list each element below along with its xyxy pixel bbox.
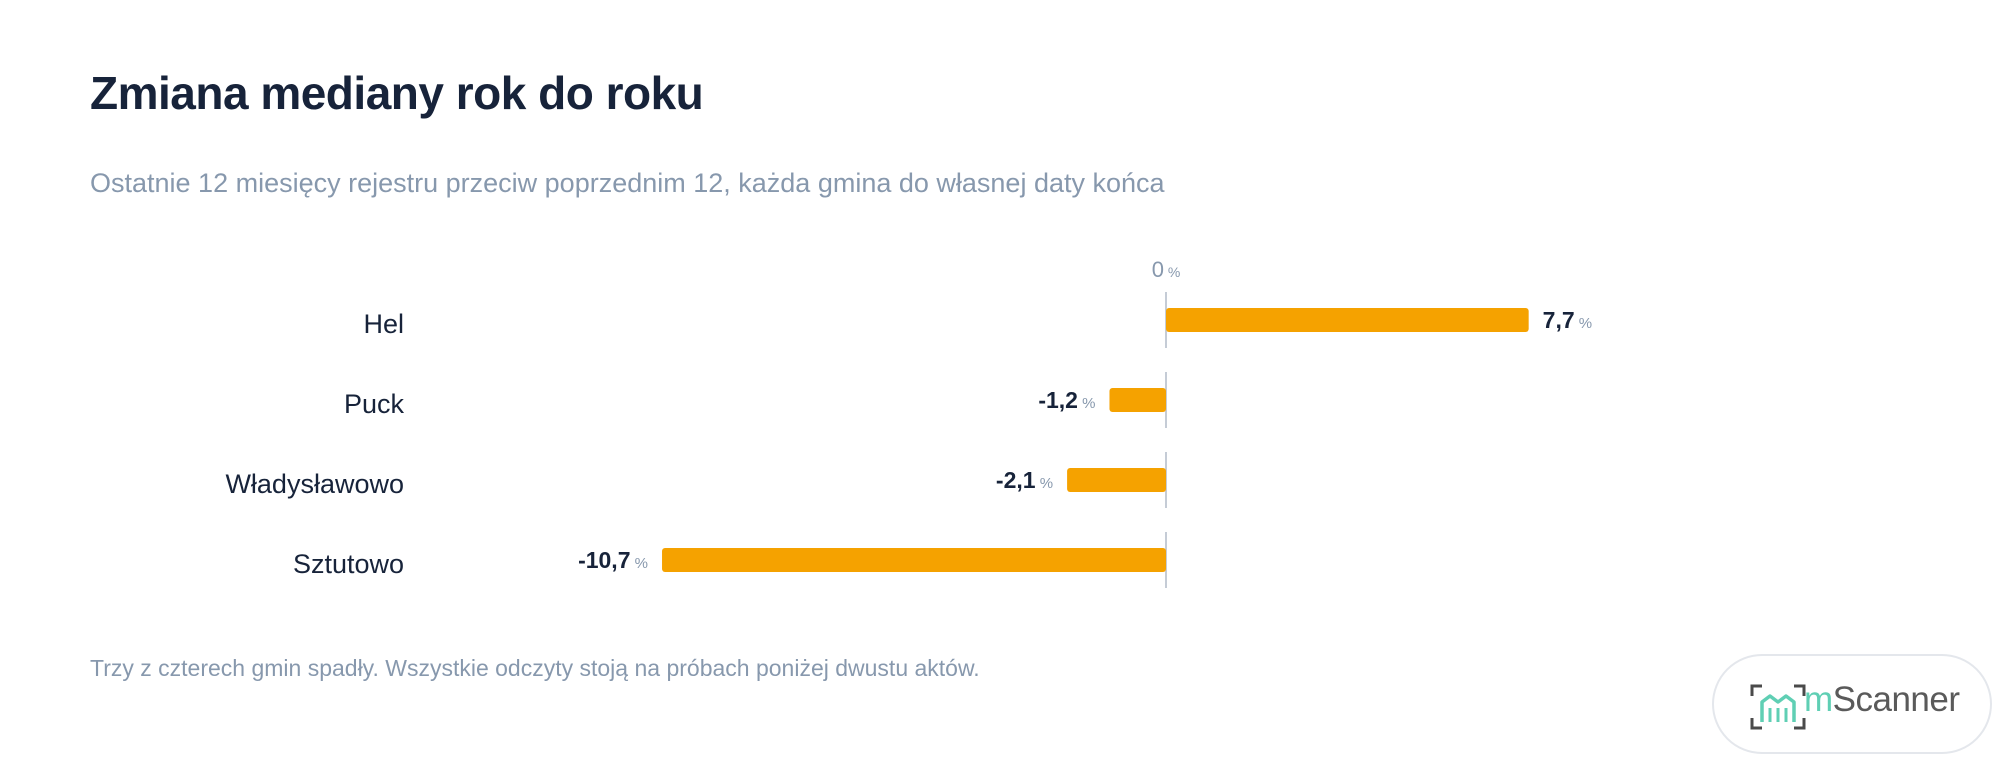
value-label: -1,2 % [1038,387,1095,413]
category-label: Sztutowo [293,549,404,579]
bar-hel [1166,308,1529,332]
zero-tick-label: 0 % [1152,257,1181,282]
bar-puck [1109,388,1166,412]
value-label: -10,7 % [578,547,648,573]
category-label: Puck [344,389,405,419]
category-label: Władysławowo [225,469,404,499]
value-label: 7,7 % [1543,307,1593,333]
mscanner-logo: mScanner [1712,654,1992,754]
bar-władysławowo [1067,468,1166,492]
value-label: -2,1 % [996,467,1053,493]
bar-chart: 0 % Hel 7,7 % Puck -1,2 % Władysławowo -2,1 % S… [225,257,1593,588]
brand-name: mScanner [1804,680,1960,720]
category-label: Hel [363,309,404,339]
chart-title: Zmiana mediany rok do roku [90,67,704,119]
chart-subtitle: Ostatnie 12 miesięcy rejestru przeciw po… [90,168,1165,198]
building-frame-icon [1750,684,1806,730]
chart-footnote: Trzy z czterech gmin spadły. Wszystkie o… [90,655,980,681]
brand-suffix: Scanner [1832,680,1960,719]
bar-sztutowo [662,548,1166,572]
brand-prefix: m [1804,680,1833,719]
